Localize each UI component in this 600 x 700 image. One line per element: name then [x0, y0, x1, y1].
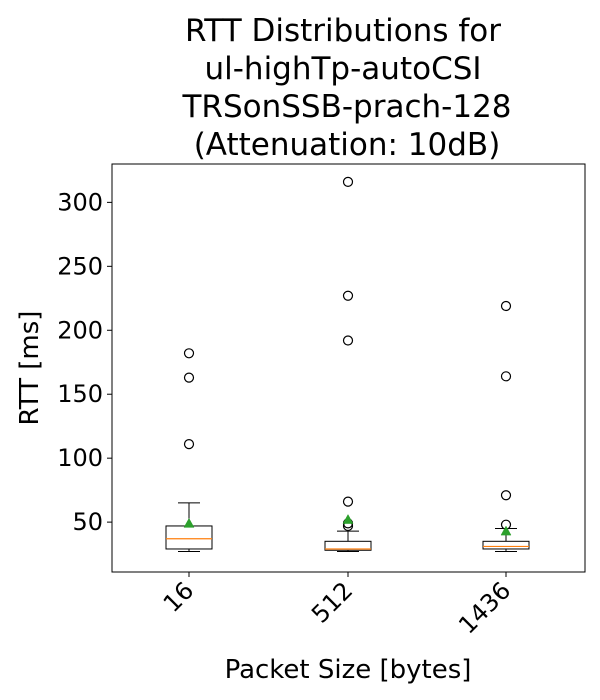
box-series: [165, 176, 530, 553]
y-tick-label: 300: [57, 188, 103, 216]
outlier-point: [500, 490, 512, 501]
box-group: [482, 300, 530, 553]
chart-title: RTT Distributions for ul-highTp-autoCSI …: [181, 13, 511, 163]
mean-marker: [183, 517, 195, 528]
y-tick-label: 100: [57, 444, 103, 472]
box-iqr: [165, 525, 213, 550]
y-tick-label: 150: [57, 380, 103, 408]
title-line-2: ul-highTp-autoCSI: [204, 51, 481, 87]
outlier-point: [500, 300, 512, 312]
plot-area-frame: [111, 163, 586, 573]
outlier-point: [183, 348, 195, 359]
y-tick-label: 50: [72, 508, 103, 536]
title-line-4: (Attenuation: 10dB): [194, 127, 501, 163]
outlier-point: [342, 496, 354, 507]
mean-marker: [500, 525, 512, 536]
title-line-1: RTT Distributions for: [185, 13, 501, 49]
x-tick-label: 16: [158, 576, 199, 617]
outlier-point: [342, 290, 354, 301]
outlier-point: [342, 176, 354, 188]
y-tick-label: 250: [57, 252, 103, 280]
x-axis-label: Packet Size [bytes]: [225, 655, 472, 685]
outlier-point: [342, 335, 354, 346]
outlier-point: [183, 439, 195, 450]
box-iqr: [482, 540, 530, 550]
box-iqr: [324, 540, 372, 551]
outlier-point: [500, 371, 512, 382]
title-line-3: TRSonSSB-prach-128: [181, 89, 511, 125]
box-group: [165, 348, 213, 553]
outlier-point: [183, 372, 195, 383]
x-axis: 16 512 1436: [158, 572, 516, 639]
x-tick-label: 512: [306, 576, 358, 628]
x-tick-label: 1436: [453, 576, 516, 639]
y-axis: 50 100 150 200 250 300: [57, 188, 112, 536]
y-tick-label: 200: [57, 316, 103, 344]
y-axis-label: RTT [ms]: [15, 311, 45, 426]
box-group: [324, 176, 372, 553]
mean-marker: [342, 514, 354, 524]
